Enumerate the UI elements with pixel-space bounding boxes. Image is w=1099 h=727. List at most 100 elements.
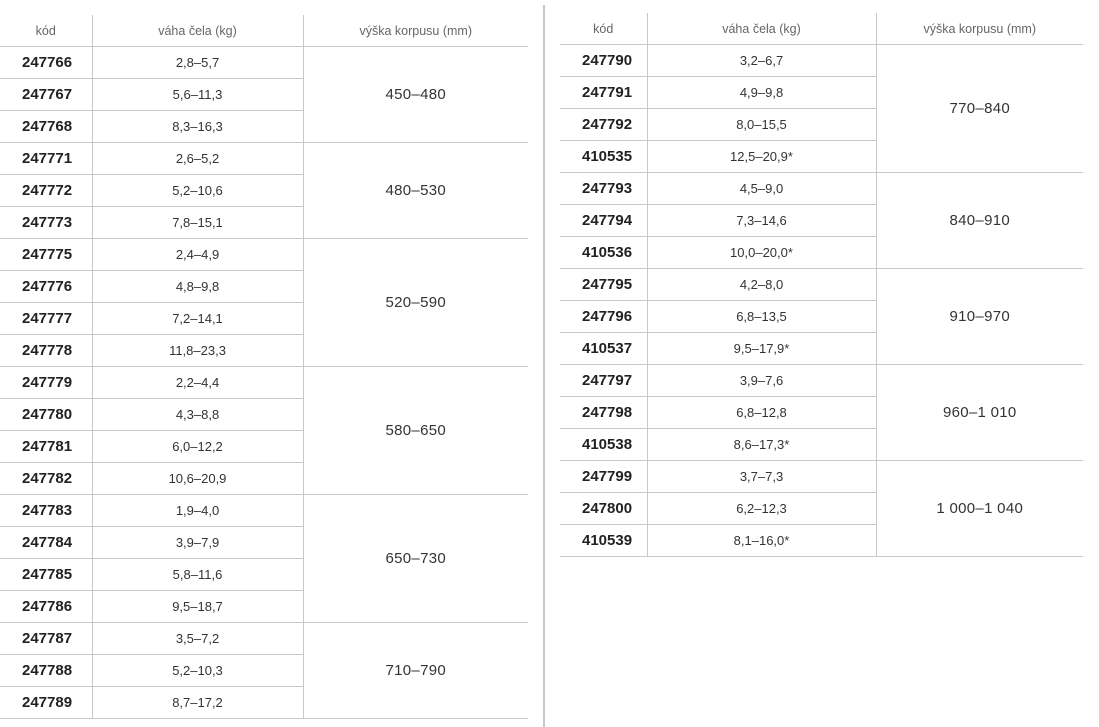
table-row: 247784 3,9–7,9: [0, 526, 528, 559]
product-code: 247781: [0, 430, 92, 463]
cabinet-height-range: 710–790: [302, 622, 528, 719]
front-weight: 4,8–9,8: [91, 270, 303, 303]
product-code: 247780: [0, 398, 92, 431]
product-code: 247786: [0, 590, 92, 623]
front-weight: 10,0–20,0*: [646, 236, 876, 269]
front-weight: 4,5–9,0: [646, 172, 876, 205]
table-row: 247783 1,9–4,0 650–730: [0, 494, 528, 623]
front-weight: 7,8–15,1: [91, 206, 303, 239]
front-weight: 5,8–11,6: [91, 558, 303, 591]
header-weight: váha čela (kg): [646, 13, 876, 45]
front-weight: 3,9–7,6: [646, 364, 876, 397]
front-weight: 1,9–4,0: [91, 494, 303, 527]
left-spec-table: kód váha čela (kg) výška korpusu (mm) 24…: [0, 15, 528, 719]
table-row: 247799 3,7–7,3 1 000–1 040: [560, 460, 1083, 557]
cabinet-height-range: 960–1 010: [875, 364, 1083, 461]
front-weight: 2,2–4,4: [91, 366, 303, 399]
front-weight: 5,6–11,3: [91, 78, 303, 111]
product-code: 247778: [0, 334, 92, 367]
front-weight: 3,2–6,7: [646, 44, 876, 77]
table-row: 247767 5,6–11,3: [0, 78, 528, 111]
table-row: 247778 11,8–23,3: [0, 334, 528, 367]
front-weight: 2,8–5,7: [91, 46, 303, 79]
front-weight: 12,5–20,9*: [646, 140, 876, 173]
product-code: 247791: [560, 76, 647, 109]
product-code: 247794: [560, 204, 647, 237]
product-code: 247772: [0, 174, 92, 207]
table-row: 247779 2,2–4,4 580–650: [0, 366, 528, 495]
table-row: 247775 2,4–4,9 520–590: [0, 238, 528, 367]
table-row: 247773 7,8–15,1: [0, 206, 528, 239]
front-weight: 3,5–7,2: [91, 622, 303, 655]
header-code: kód: [560, 13, 647, 45]
table-row: 247797 3,9–7,6 960–1 010: [560, 364, 1083, 461]
product-code: 247800: [560, 492, 647, 525]
front-weight: 8,6–17,3*: [646, 428, 876, 461]
cabinet-height-range: 770–840: [875, 44, 1083, 173]
cabinet-height-range: 650–730: [302, 494, 528, 623]
table-row: 247794 7,3–14,6: [560, 204, 1083, 237]
table-row: 247780 4,3–8,8: [0, 398, 528, 431]
product-code: 247799: [560, 460, 647, 493]
table-row: 247795 4,2–8,0 910–970: [560, 268, 1083, 365]
front-weight: 8,0–15,5: [646, 108, 876, 141]
column-divider: [543, 5, 545, 727]
table-row: 247766 2,8–5,7 450–480: [0, 46, 528, 143]
product-code: 247779: [0, 366, 92, 399]
product-code: 247775: [0, 238, 92, 271]
front-weight: 7,3–14,6: [646, 204, 876, 237]
front-weight: 11,8–23,3: [91, 334, 303, 367]
product-code: 410536: [560, 236, 647, 269]
product-code: 247777: [0, 302, 92, 335]
cabinet-height-range: 480–530: [302, 142, 528, 239]
cabinet-height-range: 1 000–1 040: [875, 460, 1083, 557]
product-code: 247793: [560, 172, 647, 205]
product-code: 247792: [560, 108, 647, 141]
front-weight: 8,3–16,3: [91, 110, 303, 143]
table-row: 247777 7,2–14,1: [0, 302, 528, 335]
product-code: 247798: [560, 396, 647, 429]
front-weight: 10,6–20,9: [91, 462, 303, 495]
front-weight: 4,2–8,0: [646, 268, 876, 301]
table-row: 247785 5,8–11,6: [0, 558, 528, 591]
table-row: 247798 6,8–12,8: [560, 396, 1083, 429]
product-code: 247783: [0, 494, 92, 527]
header-height: výška korpusu (mm): [875, 13, 1083, 45]
table-row: 410538 8,6–17,3*: [560, 428, 1083, 461]
front-weight: 6,8–13,5: [646, 300, 876, 333]
table-row: 247790 3,2–6,7 770–840: [560, 44, 1083, 173]
front-weight: 5,2–10,3: [91, 654, 303, 687]
front-weight: 7,2–14,1: [91, 302, 303, 335]
product-code: 410537: [560, 332, 647, 365]
table-row: 410535 12,5–20,9*: [560, 140, 1083, 173]
table-row: 247772 5,2–10,6: [0, 174, 528, 207]
product-code: 247766: [0, 46, 92, 79]
product-code: 247768: [0, 110, 92, 143]
front-weight: 6,0–12,2: [91, 430, 303, 463]
product-code: 247767: [0, 78, 92, 111]
product-code: 247785: [0, 558, 92, 591]
cabinet-height-range: 520–590: [302, 238, 528, 367]
table-row: 247788 5,2–10,3: [0, 654, 528, 687]
table-row: 247768 8,3–16,3: [0, 110, 528, 143]
front-weight: 9,5–18,7: [91, 590, 303, 623]
product-code: 247782: [0, 462, 92, 495]
table-row: 247791 4,9–9,8: [560, 76, 1083, 109]
product-code: 410538: [560, 428, 647, 461]
cabinet-height-range: 580–650: [302, 366, 528, 495]
table-row: 247789 8,7–17,2: [0, 686, 528, 719]
table-row: 247781 6,0–12,2: [0, 430, 528, 463]
cabinet-height-range: 910–970: [875, 268, 1083, 365]
table-row: 247793 4,5–9,0 840–910: [560, 172, 1083, 269]
table-row: 247796 6,8–13,5: [560, 300, 1083, 333]
product-code: 247788: [0, 654, 92, 687]
table-row: 247792 8,0–15,5: [560, 108, 1083, 141]
front-weight: 4,3–8,8: [91, 398, 303, 431]
product-code: 410539: [560, 524, 647, 557]
cabinet-height-range: 450–480: [302, 46, 528, 143]
table-row: 247787 3,5–7,2 710–790: [0, 622, 528, 719]
front-weight: 3,7–7,3: [646, 460, 876, 493]
table-row: 247776 4,8–9,8: [0, 270, 528, 303]
product-code: 247790: [560, 44, 647, 77]
header-height: výška korpusu (mm): [302, 15, 528, 47]
